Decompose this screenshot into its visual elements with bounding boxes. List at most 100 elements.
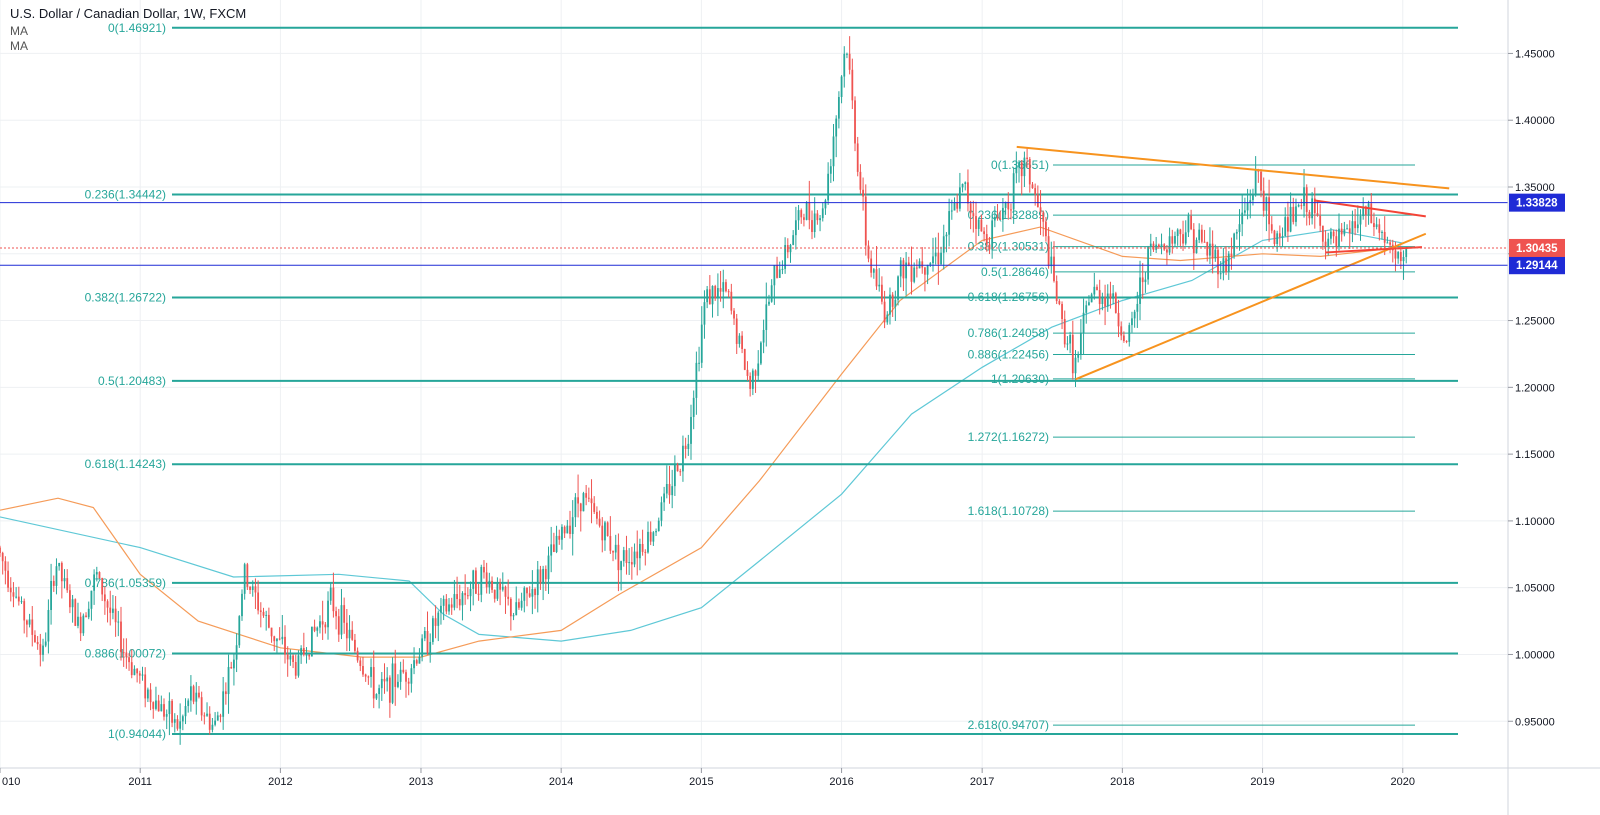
candle-body (886, 314, 889, 323)
candle-body (1335, 236, 1338, 247)
candle-body (1096, 286, 1098, 291)
fib-level-label: 0.382(1.26722) (85, 291, 166, 305)
candle-body (1106, 293, 1109, 307)
candle-body (1050, 256, 1053, 267)
candle-body (367, 676, 370, 678)
fib-level-label: 0.886(1.00072) (85, 647, 166, 661)
time-tick-label: 2018 (1110, 776, 1134, 788)
candle-body (958, 187, 961, 209)
candle-body (74, 599, 77, 626)
candle-body (913, 267, 916, 282)
candle-body (1026, 157, 1028, 159)
candle-body (1071, 334, 1074, 374)
candle-body (109, 607, 112, 613)
candle-body (1356, 224, 1359, 229)
candle-body (1399, 252, 1402, 262)
candle-body (343, 605, 346, 623)
candle-body (1332, 231, 1335, 237)
candle-body (354, 639, 356, 651)
candle-body (1152, 243, 1155, 250)
candle-body (345, 622, 348, 639)
candle-body (429, 641, 432, 654)
candle-body (924, 267, 926, 275)
candle-body (82, 615, 85, 634)
candle-body (47, 609, 50, 642)
candle-body (1276, 233, 1279, 244)
candle-body (302, 648, 305, 655)
candle-body (410, 668, 413, 684)
candle-body (55, 566, 58, 586)
candle-body (735, 318, 738, 344)
candle-body (636, 551, 639, 559)
candle-body (1340, 228, 1343, 235)
candle-body (448, 604, 450, 612)
candle-body (195, 692, 198, 702)
candle-body (224, 691, 227, 695)
price-axis[interactable]: 1.450001.400001.350001.300001.250001.200… (1508, 48, 1555, 728)
candle-body (1287, 217, 1289, 232)
candle-body (805, 203, 808, 220)
price-badge-label: 1.29144 (1516, 260, 1558, 272)
candle-body (1104, 297, 1106, 307)
candle-body (254, 586, 257, 593)
candle-body (1120, 326, 1123, 336)
candle-body (1260, 171, 1262, 191)
candle-body (1139, 277, 1141, 304)
candle-body (488, 580, 491, 588)
candle-body (891, 294, 894, 307)
candle-body (58, 562, 61, 567)
candle-body (17, 596, 20, 602)
candle-body (442, 598, 445, 606)
indicator-ma-1[interactable]: MA (10, 24, 28, 38)
candle-body (71, 599, 74, 608)
candle-body (241, 593, 243, 617)
candle-body (1117, 312, 1120, 327)
candle-body (391, 663, 394, 703)
candle-body (431, 618, 434, 642)
candle-body (902, 260, 905, 279)
candle-body (15, 596, 18, 598)
candle-body (249, 586, 251, 590)
candle-body (1273, 230, 1276, 244)
candle-body (1359, 216, 1362, 225)
time-axis[interactable]: 010 2011 2012 2013 2014 2015 2016 2017 2018 2019 2… (0, 768, 1415, 788)
candle-body (582, 493, 585, 512)
candle-body (719, 288, 722, 292)
fib-small-label: 0(1.36651) (991, 158, 1049, 172)
price-tick-label: 1.05000 (1515, 583, 1555, 595)
candle-body (684, 445, 687, 450)
candle-body (144, 674, 147, 699)
candle-body (948, 211, 951, 235)
candle-body (95, 572, 98, 575)
candle-body (940, 252, 942, 265)
candle-body (286, 654, 289, 660)
candle-body (1289, 206, 1292, 232)
candle-body (1238, 224, 1241, 233)
candle-body (1125, 340, 1128, 342)
candle-body (1402, 256, 1405, 262)
candle-body (203, 715, 206, 717)
candle-body (1004, 201, 1007, 208)
candle-body (1383, 231, 1386, 243)
candle-body (501, 586, 504, 590)
candle-body (641, 543, 644, 552)
candle-body (972, 213, 975, 217)
candle-body (1093, 286, 1096, 295)
candle-body (907, 262, 910, 266)
candle-body (996, 216, 999, 219)
candle-body (246, 564, 249, 587)
candle-body (1053, 256, 1055, 282)
candle-body (305, 654, 308, 656)
time-tick-label: 2014 (549, 776, 573, 788)
candle-body (9, 587, 12, 593)
candle-body (453, 594, 456, 608)
price-tick-label: 1.00000 (1515, 649, 1555, 661)
candle-body (889, 294, 891, 315)
fib-small-label: 0.618(1.26756) (968, 290, 1049, 304)
fib-level-label: 1(0.94044) (108, 727, 166, 741)
candle-body (706, 289, 709, 303)
symbol-title[interactable]: U.S. Dollar / Canadian Dollar, 1W, FXCM (10, 6, 247, 21)
indicator-ma-2[interactable]: MA (10, 39, 28, 53)
